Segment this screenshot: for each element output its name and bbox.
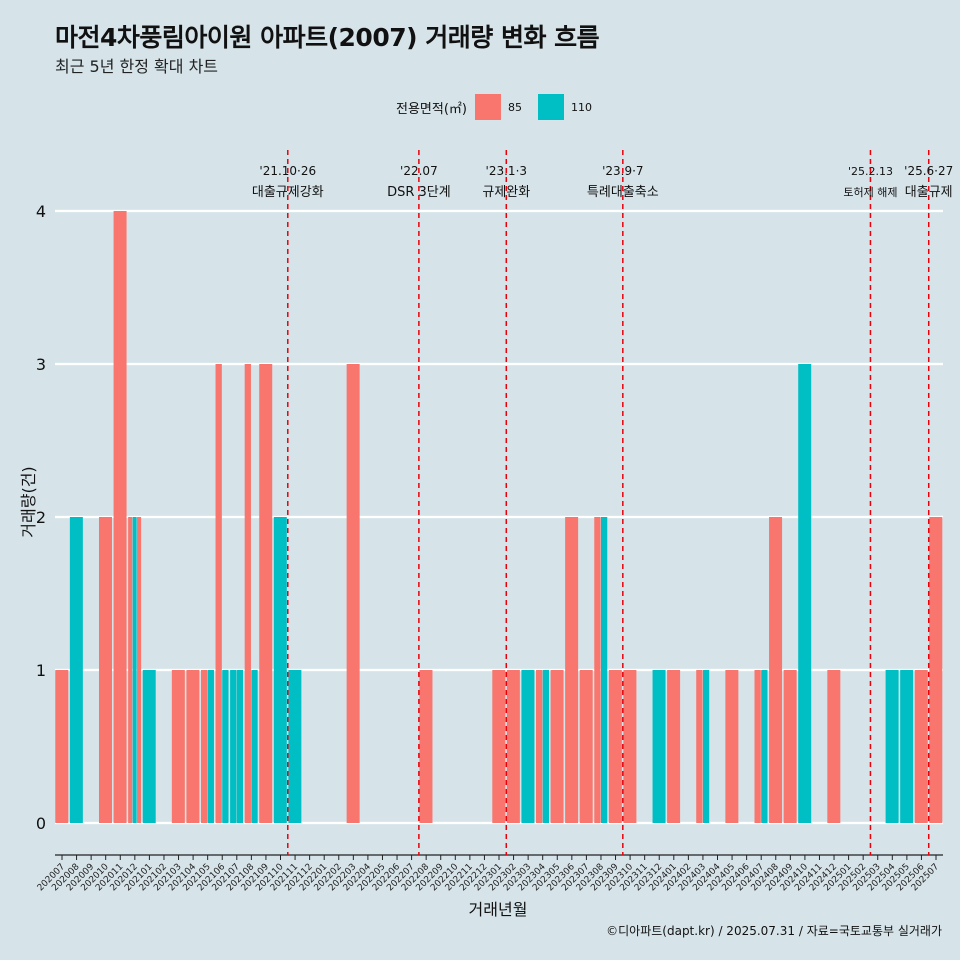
bar-202208-85 [419, 670, 433, 823]
event-text-label: 특례대출축소 [587, 185, 659, 200]
event-text-label: 대출규제강화 [252, 185, 324, 200]
event-date-label: '22.07 [400, 164, 438, 178]
bar-202310-85 [623, 670, 637, 823]
bar-202304-110 [542, 670, 550, 823]
bar-202410-110 [798, 364, 812, 823]
event-date-label: '25.6·27 [904, 164, 953, 178]
bar-202401-85 [667, 670, 681, 823]
bar-202105-110 [207, 670, 214, 823]
bar-202308-110 [600, 517, 608, 823]
bar-202305-85 [550, 670, 564, 823]
bar-202007-85 [55, 670, 69, 823]
event-date-label: '21.10·26 [259, 164, 316, 178]
bar-202011-85 [113, 211, 127, 823]
y-tick-label: 3 [36, 355, 46, 374]
x-axis-title: 거래년월 [469, 900, 528, 919]
y-tick-label: 2 [36, 508, 46, 527]
bar-202103-85 [171, 670, 185, 823]
bar-202507-85 [929, 517, 943, 823]
legend-title: 전용면적(㎡) [396, 101, 467, 117]
bar-202010-85 [98, 517, 113, 823]
bar-202403-85 [696, 670, 703, 823]
y-tick-label: 1 [36, 661, 46, 680]
legend: 전용면적(㎡) 85 110 [396, 94, 600, 120]
event-text-label: DSR 3단계 [387, 185, 451, 200]
bar-202405-85 [725, 670, 739, 823]
bar-202312-110 [652, 670, 666, 823]
bar-202109-85 [259, 364, 273, 823]
bar-202101-110 [142, 670, 156, 823]
legend-label-85: 85 [507, 100, 522, 114]
bar-202407-110 [761, 670, 768, 823]
bar-202106-110 [222, 670, 229, 823]
y-axis-title: 거래량(건) [19, 466, 38, 537]
event-text-label: 대출규제 [905, 185, 953, 200]
bar-202403-110 [702, 670, 710, 823]
bar-202107-110 [236, 670, 244, 823]
bar-202407-85 [754, 670, 761, 823]
bar-202306-85 [565, 517, 579, 823]
source-caption: ©디아파트(dapt.kr) / 2025.07.31 / 자료=국토교통부 실… [606, 924, 942, 938]
bar-202012-110 [132, 517, 137, 823]
bar-202104-85 [186, 670, 200, 823]
bar-202111-110 [288, 670, 302, 823]
chart-title: 마전4차풍림아이원 아파트(2007) 거래량 변화 흐름 [55, 23, 600, 52]
bar-202308-85 [594, 517, 601, 823]
bar-202506-85 [914, 670, 928, 823]
event-text-label: 토허제 해제 [843, 185, 897, 199]
y-tick-label: 4 [36, 202, 46, 221]
bar-202303-110 [521, 670, 535, 823]
bar-202307-85 [579, 670, 593, 823]
event-date-label: '25.2.13 [848, 165, 893, 178]
legend-label-110: 110 [570, 100, 592, 114]
bar-202105-85 [200, 670, 208, 823]
bar-202106-85 [215, 364, 222, 823]
event-text-label: 규제완화 [482, 185, 530, 200]
bar-202505-110 [900, 670, 914, 823]
chart-subtitle: 최근 5년 한정 확대 차트 [55, 57, 219, 76]
bar-202412-85 [827, 670, 841, 823]
bar-202012-85 [137, 517, 142, 823]
legend-swatch-110 [537, 94, 564, 120]
event-date-label: '23.1·3 [486, 164, 527, 178]
bar-202408-85 [769, 517, 783, 823]
bar-202309-85 [608, 670, 622, 823]
bar-202302-85 [506, 670, 520, 823]
bar-202008-110 [69, 517, 83, 823]
y-tick-label: 0 [36, 814, 46, 833]
bar-202203-85 [346, 364, 360, 823]
legend-swatch-85 [474, 94, 501, 120]
event-date-label: '23.9·7 [602, 164, 643, 178]
bar-202110-110 [273, 517, 287, 823]
bar-202409-85 [783, 670, 797, 823]
bar-202504-110 [885, 670, 899, 823]
bar-202107-110 [230, 670, 237, 823]
bar-202304-85 [535, 670, 543, 823]
bar-202108-85 [244, 364, 251, 823]
bar-202012-85 [128, 517, 133, 823]
bar-202301-85 [492, 670, 506, 823]
bar-202108-110 [251, 670, 258, 823]
